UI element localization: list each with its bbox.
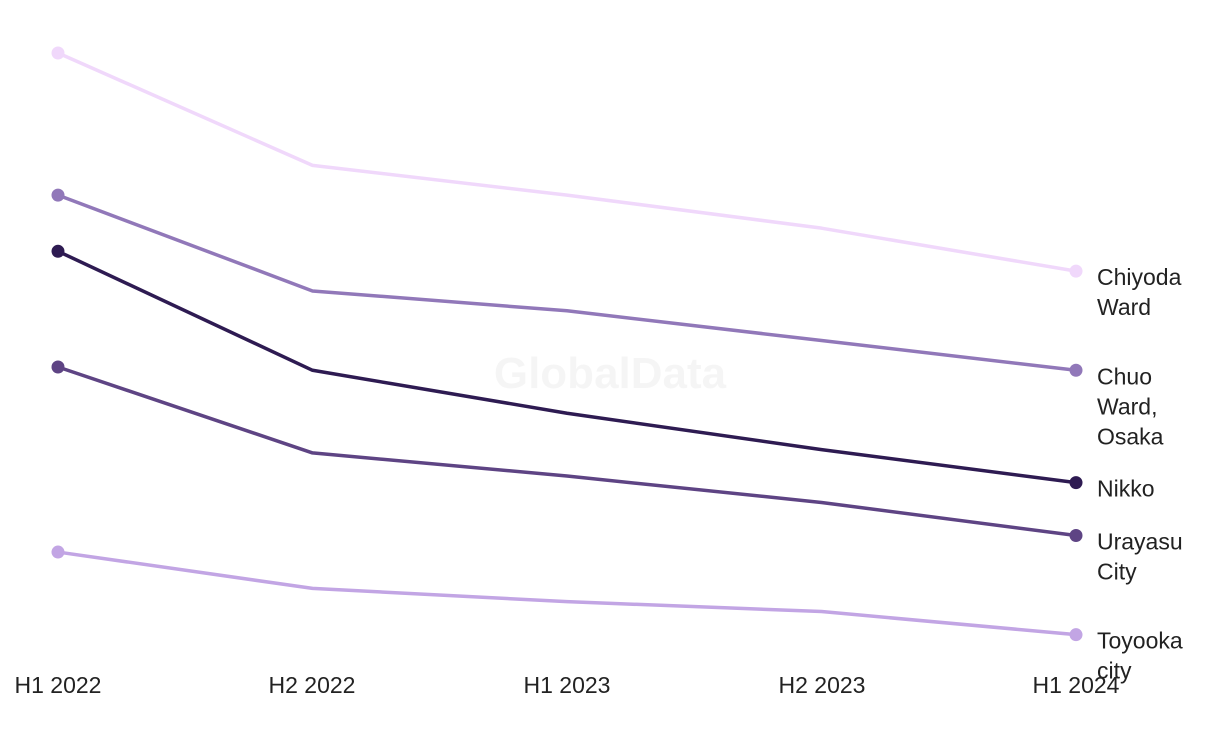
series-line xyxy=(56,193,1078,373)
series-points xyxy=(51,46,1083,642)
series-line xyxy=(56,550,1078,637)
series-line xyxy=(56,365,1078,538)
series-end-label: Nikko xyxy=(1097,476,1155,502)
series-end-label: Toyooka city xyxy=(1097,628,1183,684)
series-point xyxy=(1069,476,1083,490)
series-point xyxy=(51,360,65,374)
series-point xyxy=(51,545,65,559)
series-point xyxy=(1069,363,1083,377)
series-line xyxy=(56,249,1078,485)
series-labels: Chiyoda Ward Chuo Ward, Osaka Nikko Urayasu Cit… xyxy=(1097,264,1183,684)
series-line xyxy=(56,51,1078,273)
x-tick-label: H2 2022 xyxy=(269,672,356,698)
series-end-label: Chuo Ward, Osaka xyxy=(1097,363,1164,449)
watermark-logo: GlobalData xyxy=(494,349,727,398)
x-tick-label: H1 2022 xyxy=(15,672,102,698)
series-point xyxy=(1069,628,1083,642)
series-point xyxy=(51,244,65,258)
series-point xyxy=(51,188,65,202)
x-tick-label: H2 2023 xyxy=(779,672,866,698)
series-lines xyxy=(56,51,1078,637)
x-tick-label: H1 2024 xyxy=(1033,672,1120,698)
series-end-label: Urayasu City xyxy=(1097,529,1183,585)
x-axis: H1 2022 H2 2022 H1 2023 H2 2023 H1 2024 xyxy=(15,672,1120,698)
series-point xyxy=(1069,529,1083,543)
series-point xyxy=(51,46,65,60)
series-point xyxy=(1069,264,1083,278)
series-end-label: Chiyoda Ward xyxy=(1097,264,1182,320)
x-tick-label: H1 2023 xyxy=(524,672,611,698)
